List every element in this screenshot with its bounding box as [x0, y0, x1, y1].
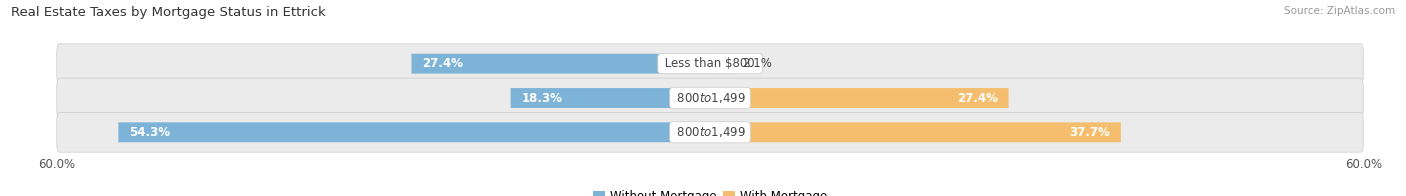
Text: 2.1%: 2.1% — [741, 57, 772, 70]
FancyBboxPatch shape — [710, 54, 733, 74]
Text: 54.3%: 54.3% — [129, 126, 170, 139]
Text: Less than $800: Less than $800 — [661, 57, 759, 70]
Text: 27.4%: 27.4% — [957, 92, 998, 104]
Text: Source: ZipAtlas.com: Source: ZipAtlas.com — [1284, 6, 1395, 16]
Text: 27.4%: 27.4% — [422, 57, 463, 70]
FancyBboxPatch shape — [710, 122, 1121, 142]
Legend: Without Mortgage, With Mortgage: Without Mortgage, With Mortgage — [588, 185, 832, 196]
FancyBboxPatch shape — [510, 88, 710, 108]
Text: 18.3%: 18.3% — [522, 92, 562, 104]
FancyBboxPatch shape — [56, 113, 1364, 152]
FancyBboxPatch shape — [56, 44, 1364, 84]
FancyBboxPatch shape — [710, 88, 1008, 108]
Text: $800 to $1,499: $800 to $1,499 — [673, 125, 747, 139]
FancyBboxPatch shape — [56, 78, 1364, 118]
FancyBboxPatch shape — [412, 54, 710, 74]
FancyBboxPatch shape — [118, 122, 710, 142]
Text: $800 to $1,499: $800 to $1,499 — [673, 91, 747, 105]
Text: Real Estate Taxes by Mortgage Status in Ettrick: Real Estate Taxes by Mortgage Status in … — [11, 6, 326, 19]
Text: 37.7%: 37.7% — [1069, 126, 1109, 139]
